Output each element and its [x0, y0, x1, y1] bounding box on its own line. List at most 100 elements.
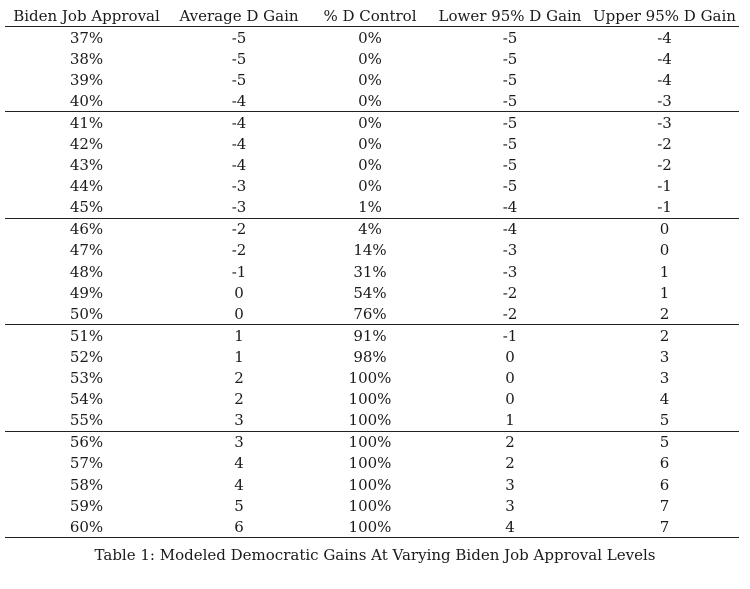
cell-upper-gain: -4 — [657, 70, 672, 89]
cell-control: 14% — [353, 241, 387, 260]
cell-upper-gain: -1 — [657, 177, 672, 196]
cell-approval: 60% — [5, 516, 168, 539]
cell-approval: 51% — [69, 326, 104, 345]
cell-approval: 56% — [69, 433, 104, 452]
cell-upper-gain: 6 — [659, 454, 670, 473]
cell-approval: 40% — [5, 90, 168, 113]
cell-approval: 47% — [69, 241, 104, 260]
cell-approval: 58% — [69, 475, 104, 494]
cell-lower-gain: -5 — [502, 156, 518, 175]
cell-lower-gain: 0 — [505, 369, 515, 388]
cell-average-gain: 0 — [168, 303, 310, 326]
cell-average-gain: 2 — [234, 390, 244, 409]
cell-upper-gain: -4 — [657, 49, 672, 68]
cell-control: 91% — [353, 326, 387, 345]
cell-approval: 42% — [69, 135, 104, 154]
cell-average-gain: 3 — [168, 409, 310, 432]
table-row: 47% -2 14% -3 0 — [5, 240, 739, 261]
cell-control: 76% — [310, 303, 430, 326]
cell-lower-gain: -2 — [502, 283, 518, 302]
column-header-approval: Biden Job Approval — [5, 5, 168, 27]
table-row: 38% -5 0% -5 -4 — [5, 48, 739, 69]
table-row: 48% -1 31% -3 1 — [5, 261, 739, 282]
cell-lower-gain: 3 — [505, 475, 515, 494]
cell-lower-gain: -3 — [502, 241, 518, 260]
cell-lower-gain: 4 — [430, 516, 590, 539]
cell-lower-gain: -2 — [430, 303, 590, 326]
cell-control: 100% — [348, 433, 392, 452]
cell-approval: 38% — [69, 49, 104, 68]
column-header-control: % D Control — [310, 5, 430, 27]
cell-average-gain: -3 — [168, 196, 310, 219]
cell-average-gain: 3 — [234, 433, 244, 452]
cell-lower-gain: 0 — [505, 347, 515, 366]
cell-approval: 53% — [69, 369, 104, 388]
cell-upper-gain: 2 — [590, 303, 739, 326]
table-row: 49% 0 54% -2 1 — [5, 282, 739, 303]
cell-control: 31% — [353, 262, 387, 281]
cell-upper-gain: -2 — [657, 156, 672, 175]
cell-average-gain: -5 — [231, 28, 247, 47]
cell-control: 0% — [358, 177, 382, 196]
cell-upper-gain: 7 — [590, 516, 739, 539]
cell-lower-gain: 0 — [505, 390, 515, 409]
cell-control: 100% — [348, 454, 392, 473]
cell-approval: 59% — [69, 496, 104, 515]
cell-control: 100% — [348, 390, 392, 409]
cell-upper-gain: 2 — [659, 326, 670, 345]
cell-approval: 50% — [5, 303, 168, 326]
cell-control: 54% — [353, 283, 387, 302]
cell-upper-gain: 3 — [659, 347, 670, 366]
cell-average-gain: 0 — [234, 283, 244, 302]
cell-average-gain: -1 — [231, 262, 247, 281]
cell-average-gain: -4 — [231, 156, 247, 175]
table-row: 37% -5 0% -5 -4 — [5, 27, 739, 49]
cell-lower-gain: -5 — [502, 28, 518, 47]
table-row: 41% -4 0% -5 -3 — [5, 112, 739, 134]
cell-control: 0% — [358, 49, 382, 68]
cell-approval: 52% — [69, 347, 104, 366]
cell-approval: 54% — [69, 390, 104, 409]
approval-gains-table: Biden Job Approval Average D Gain % D Co… — [5, 5, 739, 539]
cell-upper-gain: 4 — [659, 390, 670, 409]
column-header-average-gain: Average D Gain — [168, 5, 310, 27]
table-caption: Table 1: Modeled Democratic Gains At Var… — [94, 546, 656, 564]
table-body: 37% -5 0% -5 -4 38% -5 0% -5 -4 39% -5 0% -5 -4 40% -4 0%… — [5, 27, 739, 539]
cell-control: 0% — [358, 135, 382, 154]
cell-average-gain: 6 — [168, 516, 310, 539]
cell-lower-gain: -5 — [502, 113, 518, 132]
column-header-lower-gain: Lower 95% D Gain — [430, 5, 590, 27]
cell-upper-gain: -3 — [590, 90, 739, 113]
cell-upper-gain: 0 — [659, 241, 670, 260]
cell-approval: 49% — [69, 283, 104, 302]
cell-lower-gain: 2 — [505, 433, 515, 452]
cell-lower-gain: -3 — [502, 262, 518, 281]
cell-upper-gain: 6 — [659, 475, 670, 494]
cell-lower-gain: -5 — [502, 135, 518, 154]
cell-average-gain: -4 — [168, 90, 310, 113]
cell-average-gain: 5 — [234, 496, 244, 515]
cell-approval: 43% — [69, 156, 104, 175]
table-row: 58% 4 100% 3 6 — [5, 474, 739, 495]
table-header: Biden Job Approval Average D Gain % D Co… — [5, 5, 739, 27]
table-row: 43% -4 0% -5 -2 — [5, 155, 739, 176]
column-header-upper-gain: Upper 95% D Gain — [590, 5, 739, 27]
cell-upper-gain: -1 — [590, 196, 739, 219]
table-row: 40% -4 0% -5 -3 — [5, 90, 739, 113]
table-row: 57% 4 100% 2 6 — [5, 453, 739, 474]
cell-upper-gain: 5 — [590, 409, 739, 432]
cell-control: 0% — [358, 156, 382, 175]
cell-average-gain: -3 — [231, 177, 247, 196]
table-row: 52% 1 98% 0 3 — [5, 346, 739, 367]
table-row: 60% 6 100% 4 7 — [5, 516, 739, 539]
cell-lower-gain: -4 — [502, 220, 518, 239]
cell-upper-gain: 3 — [659, 369, 670, 388]
cell-average-gain: -2 — [231, 220, 247, 239]
cell-control: 0% — [358, 28, 382, 47]
cell-approval: 39% — [69, 70, 104, 89]
cell-lower-gain: 2 — [505, 454, 515, 473]
table-row: 50% 0 76% -2 2 — [5, 303, 739, 326]
cell-average-gain: -5 — [231, 70, 247, 89]
cell-upper-gain: -3 — [657, 113, 672, 132]
table-row: 42% -4 0% -5 -2 — [5, 133, 739, 154]
